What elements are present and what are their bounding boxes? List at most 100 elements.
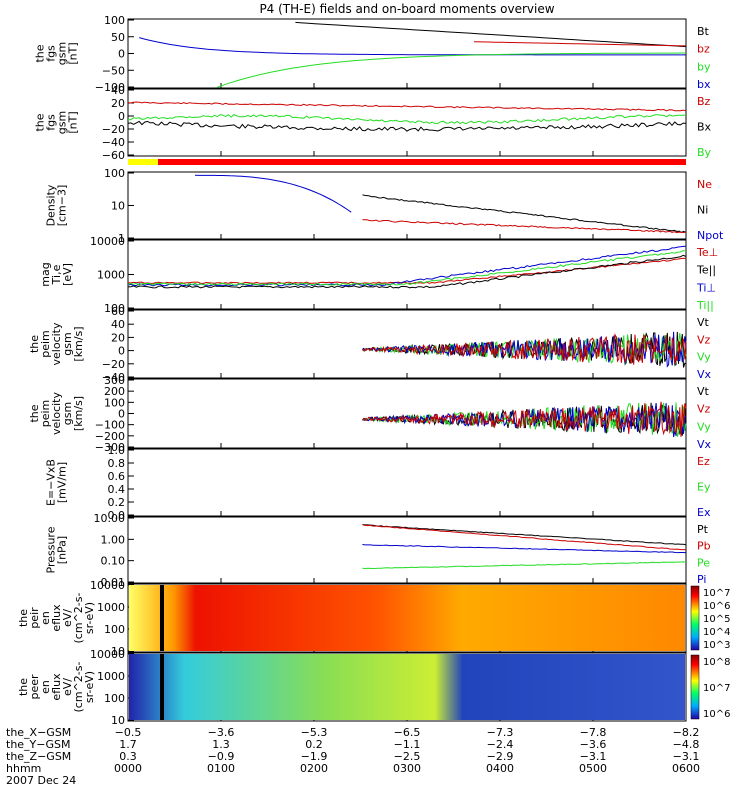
orbit-value: −7.3 <box>487 726 514 739</box>
colorbar-label: 10^8 <box>703 657 730 668</box>
series-line <box>362 561 687 570</box>
y-axis-label: eflux <box>50 604 63 632</box>
legend-entry: Ti⊥ <box>696 281 716 294</box>
legend-entry: Vz <box>697 403 711 416</box>
orbit-value: −6.5 <box>394 726 421 739</box>
legend-entry: Vy <box>697 420 711 433</box>
data-gap <box>160 585 164 651</box>
y-axis-label: velocity <box>50 322 63 365</box>
y-tick-label: −100 <box>95 419 125 432</box>
series-line <box>362 524 687 551</box>
orbit-value: 0600 <box>672 762 700 775</box>
legend-entry: Ni <box>697 204 708 217</box>
y-axis-label: en <box>39 611 52 625</box>
y-axis-label: the <box>17 609 30 627</box>
y-axis-label: [cm−3] <box>56 185 69 227</box>
colorbar-label: 10^4 <box>703 627 730 638</box>
y-axis-label: [nT] <box>67 111 80 133</box>
orbit-value: 0.2 <box>305 738 323 751</box>
colorbar-label: 10^5 <box>703 614 730 625</box>
panel-8: 10.00 1.00 0.10 0.01 Pressure[nPa] Pt Pb Pe Pi <box>45 512 711 589</box>
y-tick-label: −20 <box>102 123 125 136</box>
y-axis-label: peim <box>39 400 52 428</box>
y-axis-label: [eV] <box>61 263 74 286</box>
y-axis-label: peir <box>28 607 41 629</box>
series-line <box>361 401 687 437</box>
legend-entry: Vx <box>697 368 712 381</box>
orbit-value: −1.1 <box>394 738 421 751</box>
legend-entry: Ne <box>697 178 712 191</box>
colorbar <box>690 654 700 720</box>
legend-entry: Pb <box>697 540 711 553</box>
panel-10: 10000 1000 100 10 thepeerenefluxeV/(cm^2-s-s… <box>17 648 730 727</box>
orbit-row-label: hhmm <box>6 762 41 775</box>
orbit-row-label: the_Z−GSM <box>6 750 71 763</box>
orbit-value: 0100 <box>207 762 235 775</box>
y-axis-label: sr-eV) <box>83 602 96 634</box>
y-tick-label: 1.0 <box>108 444 126 457</box>
y-axis-label: fgs <box>45 45 58 62</box>
orbit-value: −2.9 <box>487 750 514 763</box>
y-tick-label: 10 <box>111 714 125 727</box>
y-tick-label: −200 <box>95 430 125 443</box>
orbit-value: −7.8 <box>580 726 607 739</box>
orbit-value: −3.1 <box>580 750 607 763</box>
y-tick-label: 0.10 <box>101 555 126 568</box>
orbit-value: −8.2 <box>673 726 700 739</box>
colorbar-label: 10^3 <box>703 640 730 651</box>
orbit-value: −2.4 <box>487 738 514 751</box>
y-tick-label: 0 <box>118 110 125 123</box>
y-tick-label: 0 <box>118 408 125 421</box>
y-tick-label: 0.0 <box>108 509 126 522</box>
y-axis-label: (cm^2-s- <box>72 593 85 644</box>
orbit-value: −3.1 <box>673 750 700 763</box>
panel-frame <box>127 448 687 517</box>
panel-frame <box>127 239 687 310</box>
y-tick-label: 100 <box>104 623 125 636</box>
y-tick-label: −40 <box>102 136 125 149</box>
legend-entry: Bx <box>697 121 712 134</box>
y-axis-label: en <box>39 680 52 694</box>
y-axis-label: [km/s] <box>72 326 85 361</box>
panel-7: 1.00.80.60.40.20.0 E=−VxB[mV/m] Ez Ey Ex <box>45 444 711 522</box>
y-axis-label: E=−VxB <box>45 459 58 506</box>
legend-entry: Vt <box>697 385 710 398</box>
y-axis-label: gsm <box>56 42 69 65</box>
y-tick-label: 0 <box>118 345 125 358</box>
orbit-value: −1.9 <box>301 750 328 763</box>
y-axis-label: eV/ <box>61 609 74 627</box>
spectrogram <box>129 654 685 720</box>
y-axis-label: the <box>34 113 47 131</box>
y-axis-label: mag <box>39 262 52 286</box>
series-line <box>127 254 687 289</box>
series-line <box>127 120 687 132</box>
legend-entry: Ti|| <box>696 299 714 312</box>
y-axis-label: peer <box>28 674 41 700</box>
legend-entry: By <box>697 146 712 159</box>
y-tick-label: −300 <box>95 441 125 454</box>
y-tick-label: 1000 <box>97 269 125 282</box>
y-tick-label: −50 <box>102 64 125 77</box>
y-tick-label: 0.4 <box>108 483 126 496</box>
legend-entry: by <box>697 60 711 73</box>
legend-entry: Ex <box>697 506 711 519</box>
y-axis-label: [nT] <box>67 42 80 64</box>
y-tick-label: 20 <box>111 331 125 344</box>
orbit-value: 0500 <box>579 762 607 775</box>
legend-entry: Vz <box>697 333 711 346</box>
y-axis-label: Ti,e <box>50 264 63 285</box>
y-axis-label: the <box>28 404 41 422</box>
y-tick-label: 40 <box>111 84 125 97</box>
orbit-value: −3.6 <box>208 726 235 739</box>
y-tick-label: 60 <box>111 305 125 318</box>
colorbar-label: 10^7 <box>703 683 730 694</box>
orbit-value: 0000 <box>114 762 142 775</box>
series-line <box>127 245 687 287</box>
legend-entry: Te|| <box>696 264 716 277</box>
y-axis-label: [mV/m] <box>56 462 69 503</box>
y-tick-label: 10000 <box>90 648 125 661</box>
